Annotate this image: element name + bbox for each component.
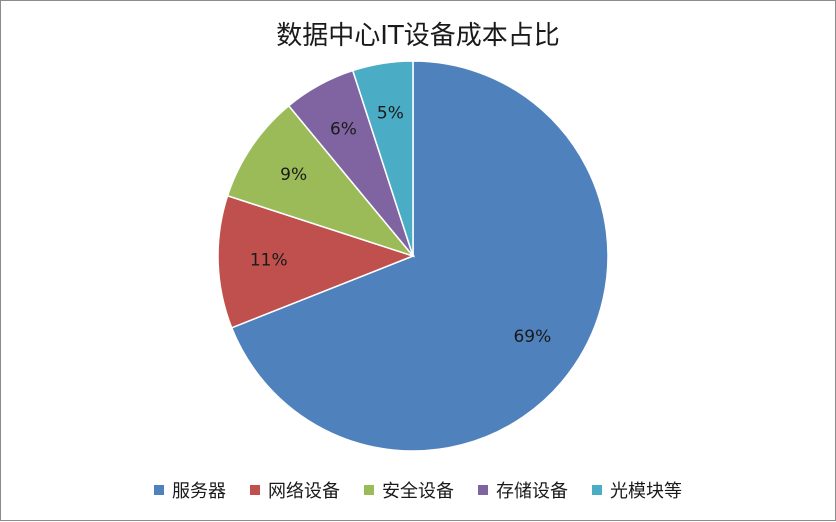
data-label-storage: 6%	[330, 120, 357, 140]
legend-swatch-network	[250, 485, 260, 495]
chart-title: 数据中心IT设备成本占比	[276, 21, 560, 51]
legend-item-security: 安全设备	[364, 477, 454, 503]
pie-slices	[217, 60, 609, 452]
pie-slice-network	[217, 194, 416, 329]
legend-label-security: 安全设备	[382, 481, 454, 502]
legend-swatch-optical	[592, 485, 602, 495]
legend: 服务器 网络设备 安全设备 存储设备 光模块等	[1, 477, 835, 503]
pie-slice-server	[230, 60, 609, 452]
legend-item-network: 网络设备	[250, 477, 340, 503]
legend-label-server: 服务器	[172, 481, 226, 502]
pie-slice-optical	[351, 60, 414, 257]
legend-swatch-storage	[478, 485, 488, 495]
legend-label-network: 网络设备	[268, 481, 340, 502]
legend-item-optical: 光模块等	[592, 477, 682, 503]
data-label-server: 69%	[513, 327, 551, 347]
legend-swatch-security	[364, 485, 374, 495]
legend-swatch-server	[154, 485, 164, 495]
legend-label-optical: 光模块等	[610, 481, 682, 502]
pie-labels: 69% 11% 9% 6% 5%	[250, 103, 551, 347]
data-label-security: 9%	[280, 165, 307, 185]
data-label-optical: 5%	[377, 103, 404, 123]
data-label-network: 11%	[250, 251, 288, 271]
legend-item-server: 服务器	[154, 477, 226, 503]
legend-item-storage: 存储设备	[478, 477, 568, 503]
pie-slice-security	[226, 104, 416, 258]
legend-label-storage: 存储设备	[496, 481, 568, 502]
